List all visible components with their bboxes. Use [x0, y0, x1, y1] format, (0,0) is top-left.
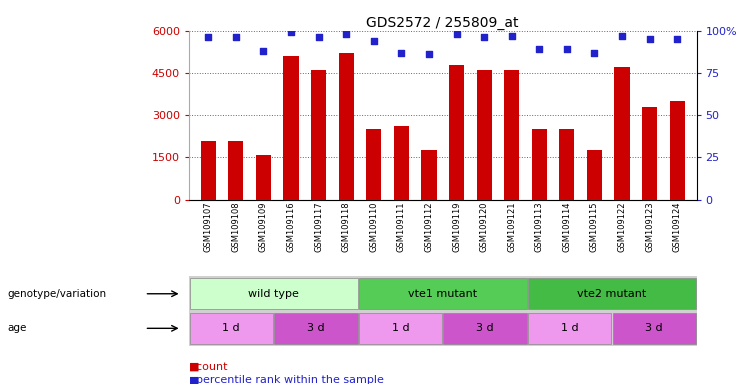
Text: ■: ■	[189, 375, 199, 384]
Bar	[201, 141, 216, 200]
Bar	[613, 313, 696, 344]
Text: count: count	[189, 362, 227, 372]
Bar	[422, 151, 436, 200]
Point	[561, 46, 573, 52]
Bar	[528, 313, 611, 344]
Bar	[528, 278, 696, 310]
Bar	[504, 70, 519, 200]
Text: percentile rank within the sample: percentile rank within the sample	[189, 375, 384, 384]
Bar	[274, 313, 358, 344]
Point	[258, 48, 270, 54]
Bar	[532, 129, 547, 200]
Text: 3 d: 3 d	[307, 323, 325, 333]
Text: vte1 mutant: vte1 mutant	[408, 289, 477, 299]
Text: 3 d: 3 d	[645, 323, 663, 333]
Text: wild type: wild type	[248, 289, 299, 299]
Text: vte2 mutant: vte2 mutant	[577, 289, 647, 299]
Bar	[339, 53, 353, 200]
Point	[616, 33, 628, 39]
Bar	[587, 151, 602, 200]
Point	[340, 31, 352, 37]
Bar	[228, 141, 244, 200]
Text: 3 d: 3 d	[476, 323, 494, 333]
Text: 1 d: 1 d	[561, 323, 579, 333]
Point	[534, 46, 545, 52]
Bar	[443, 313, 527, 344]
Bar	[642, 107, 657, 200]
Point	[313, 35, 325, 41]
Point	[368, 38, 379, 44]
Text: ■: ■	[189, 362, 199, 372]
Bar	[284, 56, 299, 200]
Point	[644, 36, 656, 42]
Point	[671, 36, 683, 42]
Point	[451, 31, 462, 37]
Text: genotype/variation: genotype/variation	[7, 289, 107, 299]
Text: 1 d: 1 d	[222, 323, 240, 333]
Bar	[190, 278, 358, 310]
Bar	[449, 65, 464, 200]
Bar	[359, 278, 527, 310]
Point	[423, 51, 435, 58]
Point	[202, 35, 214, 41]
Text: 1 d: 1 d	[392, 323, 409, 333]
Point	[478, 35, 490, 41]
Title: GDS2572 / 255809_at: GDS2572 / 255809_at	[367, 16, 519, 30]
Bar	[476, 70, 492, 200]
Bar	[614, 67, 630, 200]
Text: age: age	[7, 323, 27, 333]
Bar	[256, 155, 271, 200]
Point	[285, 29, 297, 35]
Bar	[311, 70, 326, 200]
Bar	[359, 313, 442, 344]
Point	[588, 50, 600, 56]
Point	[396, 50, 408, 56]
Bar	[393, 126, 409, 200]
Point	[506, 33, 518, 39]
Bar	[190, 313, 273, 344]
Point	[230, 35, 242, 41]
Bar	[670, 101, 685, 200]
Bar	[366, 129, 382, 200]
Bar	[559, 129, 574, 200]
